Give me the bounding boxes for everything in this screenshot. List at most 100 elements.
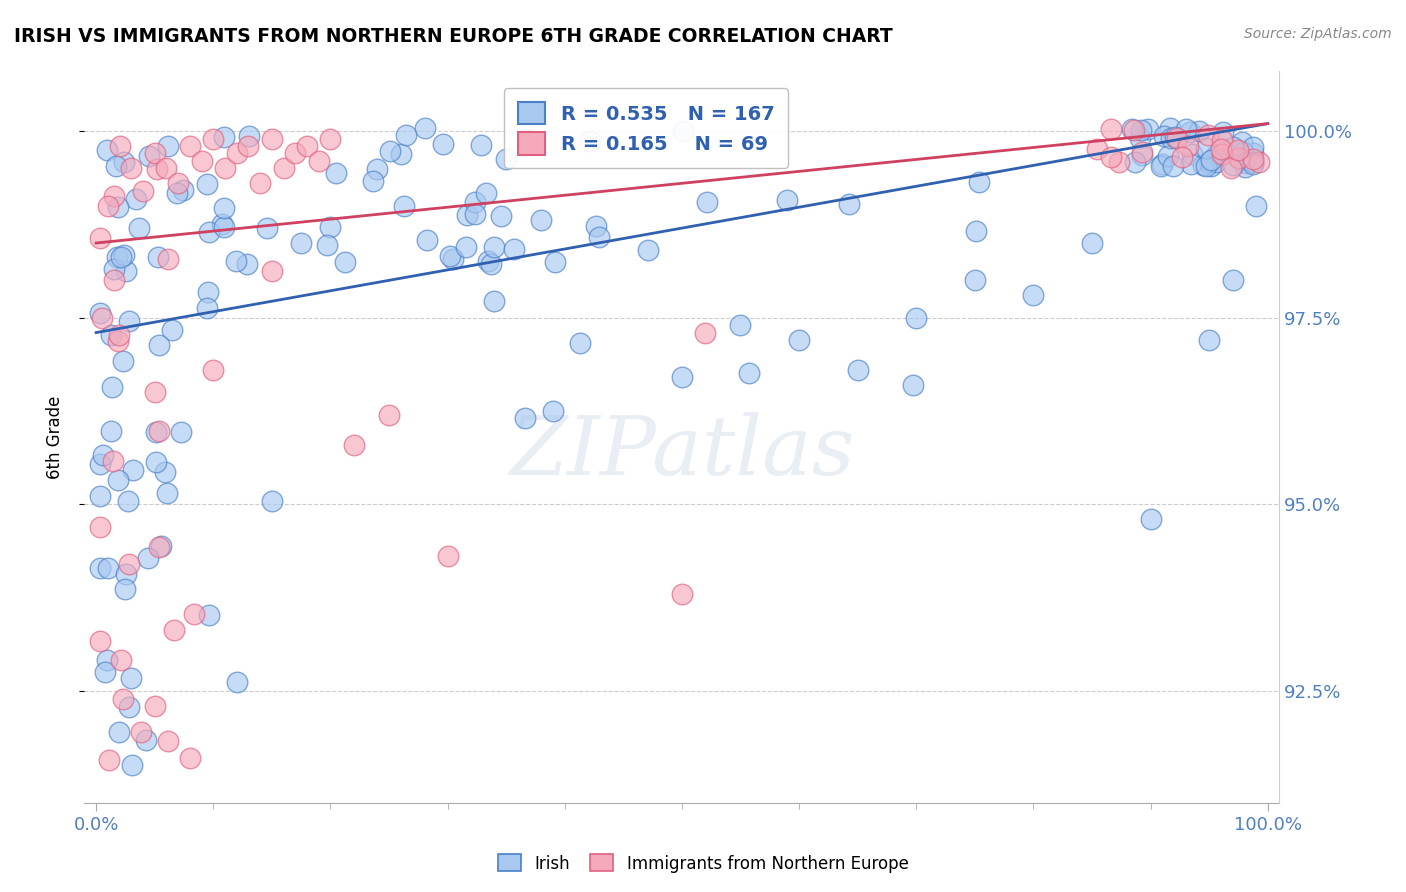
Text: Source: ZipAtlas.com: Source: ZipAtlas.com — [1244, 27, 1392, 41]
Point — [97, 753, 120, 767]
Point — [637, 243, 659, 257]
Point — [319, 219, 342, 234]
Point — [211, 217, 233, 231]
Point — [179, 139, 201, 153]
Point — [568, 335, 591, 350]
Point — [260, 493, 283, 508]
Point — [143, 146, 166, 161]
Point — [482, 294, 505, 309]
Point — [1160, 131, 1182, 145]
Point — [1222, 273, 1244, 287]
Point — [290, 235, 312, 250]
Point — [235, 257, 257, 271]
Point — [1123, 154, 1146, 169]
Point — [145, 425, 167, 439]
Point — [167, 177, 190, 191]
Point — [1197, 128, 1219, 143]
Point — [1198, 154, 1220, 169]
Point — [202, 131, 225, 145]
Point — [107, 473, 129, 487]
Point — [530, 212, 553, 227]
Point — [776, 193, 799, 207]
Point — [1178, 125, 1201, 139]
Point — [195, 301, 218, 315]
Point — [107, 334, 129, 349]
Point — [1205, 154, 1227, 169]
Point — [905, 310, 928, 325]
Point — [1192, 158, 1215, 172]
Text: IRISH VS IMMIGRANTS FROM NORTHERN EUROPE 6TH GRADE CORRELATION CHART: IRISH VS IMMIGRANTS FROM NORTHERN EUROPE… — [14, 27, 893, 45]
Point — [543, 255, 565, 269]
Point — [145, 455, 167, 469]
Point — [179, 751, 201, 765]
Point — [225, 146, 247, 161]
Point — [1130, 148, 1153, 162]
Point — [101, 380, 124, 394]
Point — [89, 457, 111, 471]
Point — [503, 242, 526, 256]
Point — [96, 143, 118, 157]
Point — [901, 378, 924, 392]
Point — [1099, 150, 1122, 164]
Point — [1244, 199, 1267, 213]
Legend: R = 0.535   N = 167, R = 0.165    N = 69: R = 0.535 N = 167, R = 0.165 N = 69 — [505, 88, 787, 169]
Point — [118, 557, 141, 571]
Point — [1211, 133, 1233, 147]
Point — [190, 153, 212, 168]
Text: ZIPatlas: ZIPatlas — [509, 412, 855, 491]
Point — [454, 240, 477, 254]
Point — [103, 454, 125, 468]
Point — [378, 408, 401, 422]
Point — [172, 182, 194, 196]
Point — [153, 465, 176, 479]
Point — [103, 273, 125, 287]
Point — [121, 757, 143, 772]
Point — [89, 561, 111, 575]
Point — [212, 130, 235, 145]
Point — [108, 139, 131, 153]
Point — [963, 273, 986, 287]
Point — [1232, 145, 1254, 159]
Point — [89, 489, 111, 503]
Point — [1177, 139, 1199, 153]
Point — [1163, 130, 1185, 145]
Point — [143, 698, 166, 713]
Point — [148, 424, 170, 438]
Point — [225, 674, 247, 689]
Point — [157, 252, 180, 267]
Point — [295, 139, 318, 153]
Point — [456, 209, 478, 223]
Point — [91, 449, 114, 463]
Point — [112, 353, 135, 368]
Point — [366, 162, 388, 177]
Point — [162, 323, 184, 337]
Point — [1130, 145, 1153, 159]
Point — [166, 186, 188, 200]
Point — [481, 257, 503, 271]
Point — [1157, 149, 1180, 163]
Point — [183, 607, 205, 621]
Point — [416, 233, 439, 247]
Point — [115, 264, 138, 278]
Point — [212, 201, 235, 215]
Point — [1081, 235, 1104, 250]
Point — [1175, 122, 1198, 136]
Point — [543, 404, 565, 418]
Point — [110, 653, 132, 667]
Point — [513, 410, 536, 425]
Point — [1159, 120, 1181, 135]
Point — [1222, 140, 1244, 154]
Legend: Irish, Immigrants from Northern Europe: Irish, Immigrants from Northern Europe — [491, 847, 915, 880]
Point — [238, 139, 260, 153]
Point — [107, 200, 129, 214]
Point — [695, 326, 717, 340]
Point — [90, 310, 114, 325]
Point — [1230, 135, 1253, 149]
Point — [1121, 122, 1143, 136]
Point — [1199, 159, 1222, 173]
Point — [103, 188, 125, 202]
Point — [579, 134, 602, 148]
Point — [436, 549, 458, 564]
Point — [97, 561, 120, 575]
Point — [319, 131, 342, 145]
